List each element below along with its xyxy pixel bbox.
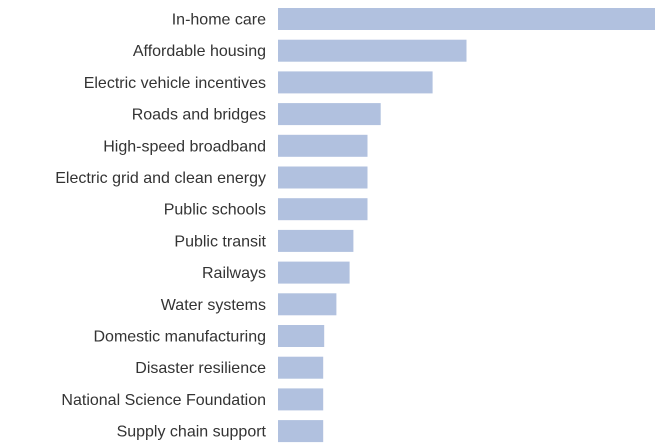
category-label-1: Affordable housing [133, 43, 266, 60]
category-label-13: Supply chain support [117, 424, 267, 441]
category-label-2: Electric vehicle incentives [84, 75, 266, 92]
category-label-3: Roads and bridges [132, 107, 266, 124]
category-labels-group: In-home care Affordable housing Electric v… [55, 12, 266, 441]
bar-7 [278, 230, 353, 252]
category-label-0: In-home care [172, 12, 266, 29]
bar-6 [278, 198, 368, 220]
bar-13 [278, 420, 323, 442]
bar-4 [278, 135, 368, 157]
bar-5 [278, 167, 368, 189]
category-label-6: Public schools [164, 202, 266, 219]
category-label-10: Domestic manufacturing [93, 329, 266, 346]
bar-0 [278, 8, 655, 30]
bar-10 [278, 325, 324, 347]
bar-9 [278, 293, 336, 315]
bar-2 [278, 71, 433, 93]
bar-8 [278, 262, 350, 284]
category-label-9: Water systems [161, 297, 266, 314]
category-label-8: Railways [202, 265, 266, 282]
category-label-4: High-speed broadband [103, 138, 266, 155]
bar-12 [278, 388, 323, 410]
category-label-11: Disaster resilience [135, 360, 266, 377]
category-label-12: National Science Foundation [61, 392, 266, 409]
bar-1 [278, 40, 467, 62]
bar-3 [278, 103, 381, 125]
bars-group [278, 8, 655, 442]
category-label-5: Electric grid and clean energy [55, 170, 266, 187]
category-label-7: Public transit [174, 233, 266, 250]
bar-11 [278, 357, 323, 379]
